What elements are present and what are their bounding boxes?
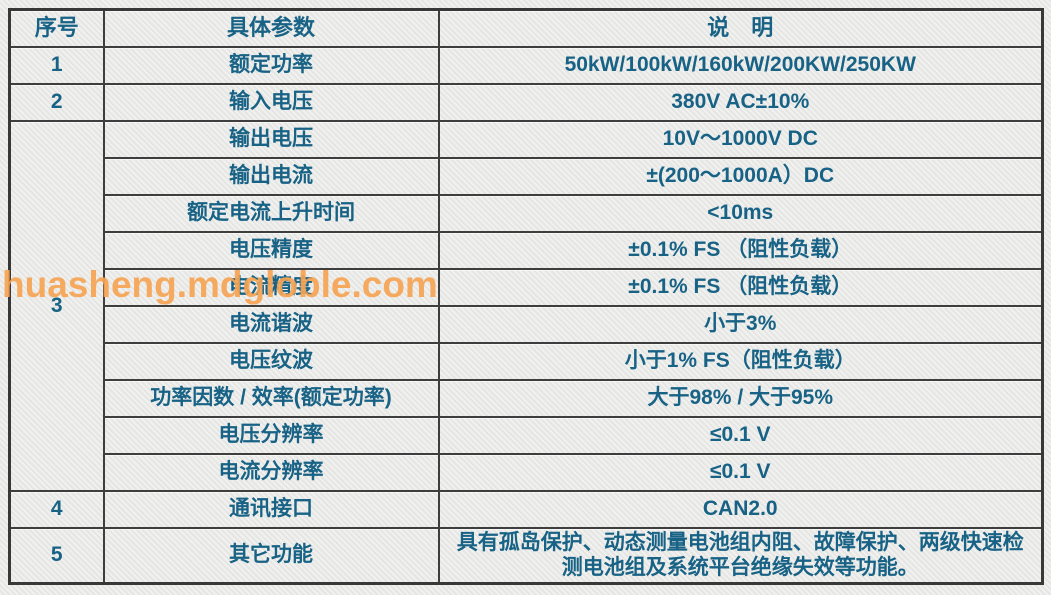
cell-no: 2 — [8, 82, 105, 122]
cell-no-group3: 3 — [8, 119, 105, 492]
cell-no: 1 — [8, 45, 105, 85]
cell-desc: ≤0.1 V — [437, 415, 1044, 455]
table-row: 电压纹波 小于1% FS（阻性负载） — [10, 341, 1044, 381]
table-row: 电压精度 ±0.1% FS （阻性负载） — [10, 230, 1044, 270]
cell-param: 电压纹波 — [102, 341, 440, 381]
spec-table: 序号 具体参数 说 明 1 额定功率 50kW/100kW/160kW/200K… — [8, 8, 1044, 585]
table-row: 5 其它功能 具有孤岛保护、动态测量电池组内阻、故障保护、两级快速检测电池组及系… — [8, 526, 1044, 585]
cell-desc: <10ms — [437, 193, 1044, 233]
cell-param: 电流谐波 — [102, 304, 440, 344]
cell-no: 5 — [8, 526, 105, 585]
header-cell-param: 具体参数 — [102, 8, 440, 48]
cell-desc: 小于1% FS（阻性负载） — [437, 341, 1044, 381]
cell-param: 功率因数 / 效率(额定功率) — [102, 378, 440, 418]
table-row: 输出电流 ±(200～1000A）DC — [10, 156, 1044, 196]
cell-desc: 50kW/100kW/160kW/200KW/250KW — [437, 45, 1044, 85]
cell-desc: ≤0.1 V — [437, 452, 1044, 492]
cell-param: 额定电流上升时间 — [102, 193, 440, 233]
table-row: 电流分辨率 ≤0.1 V — [10, 452, 1044, 492]
header-row: 序号 具体参数 说 明 — [8, 8, 1044, 48]
cell-desc: 大于98% / 大于95% — [437, 378, 1044, 418]
cell-param: 通讯接口 — [102, 489, 440, 529]
cell-param: 输出电压 — [102, 119, 440, 159]
header-cell-no: 序号 — [8, 8, 105, 48]
cell-desc: CAN2.0 — [437, 489, 1044, 529]
cell-param: 额定功率 — [102, 45, 440, 85]
table-row: 3 输出电压 10V～1000V DC — [8, 119, 1044, 492]
cell-desc: ±(200～1000A）DC — [437, 156, 1044, 196]
table-row: 功率因数 / 效率(额定功率) 大于98% / 大于95% — [10, 378, 1044, 418]
cell-desc: ±0.1% FS （阻性负载） — [437, 230, 1044, 270]
table-row: 电压分辨率 ≤0.1 V — [10, 415, 1044, 455]
cell-desc: 具有孤岛保护、动态测量电池组内阻、故障保护、两级快速检测电池组及系统平台绝缘失效… — [437, 526, 1044, 585]
cell-param: 电流精度 — [102, 267, 440, 307]
table-row: 电流谐波 小于3% — [10, 304, 1044, 344]
cell-param: 输出电流 — [102, 156, 440, 196]
table-row: 1 额定功率 50kW/100kW/160kW/200KW/250KW — [8, 45, 1044, 85]
cell-param: 输入电压 — [102, 82, 440, 122]
cell-desc: 小于3% — [437, 304, 1044, 344]
cell-param: 电流分辨率 — [102, 452, 440, 492]
header-cell-desc: 说 明 — [437, 8, 1044, 48]
table-row: 4 通讯接口 CAN2.0 — [8, 489, 1044, 529]
cell-param: 其它功能 — [102, 526, 440, 585]
cell-param: 电压精度 — [102, 230, 440, 270]
cell-desc: ±0.1% FS （阻性负载） — [437, 267, 1044, 307]
table-row: 额定电流上升时间 <10ms — [10, 193, 1044, 233]
watermark-text: huasheng.mdgloble.com — [2, 264, 438, 305]
cell-param: 电压分辨率 — [102, 415, 440, 455]
table-row: 电流精度 ±0.1% FS （阻性负载） — [10, 267, 1044, 307]
cell-no: 4 — [8, 489, 105, 529]
table-row: 2 输入电压 380V AC±10% — [8, 82, 1044, 122]
cell-desc: 380V AC±10% — [437, 82, 1044, 122]
cell-desc: 10V～1000V DC — [437, 119, 1044, 159]
